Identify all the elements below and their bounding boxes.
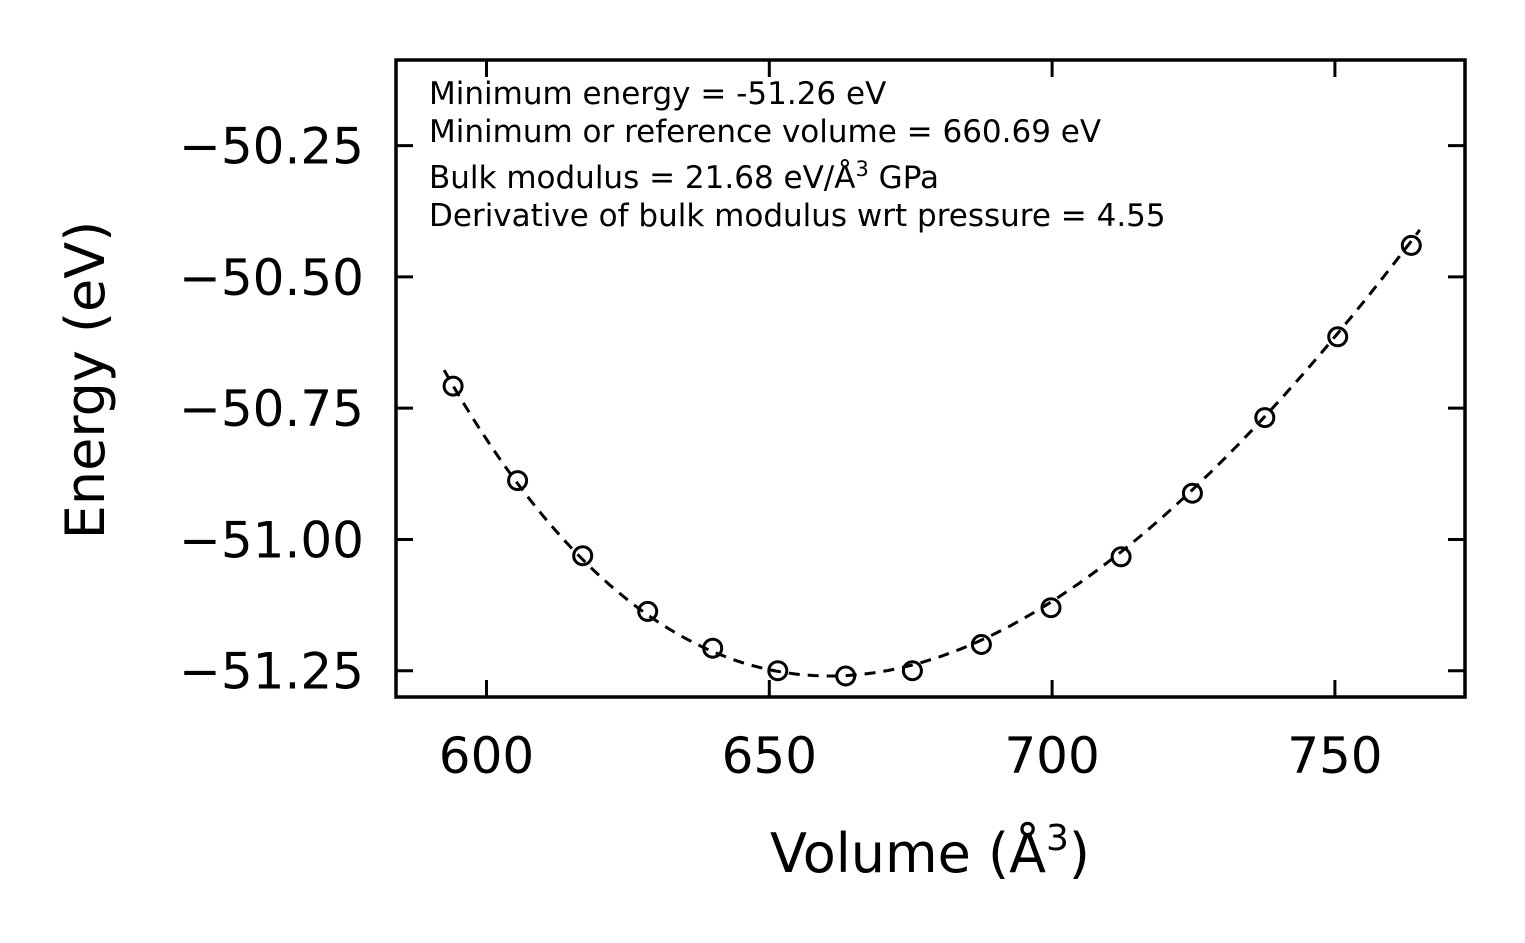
annotation-bulk-modulus: Bulk modulus = 21.68 eV/Å3 GPa xyxy=(429,157,939,196)
data-point xyxy=(1400,234,1422,256)
y-tick-label: −51.00 xyxy=(179,511,364,569)
ticks-layer xyxy=(396,60,1465,697)
data-point xyxy=(970,634,992,655)
x-axis-title-sup: 3 xyxy=(1046,818,1069,859)
data-point xyxy=(572,545,594,567)
data-point xyxy=(442,375,464,397)
x-axis-title: Volume (Å3) xyxy=(770,818,1090,885)
data-point xyxy=(901,660,923,682)
data-point xyxy=(767,660,789,682)
fit-curve-layer xyxy=(442,228,1421,678)
data-points-layer xyxy=(442,234,1422,687)
plot-frame xyxy=(394,58,1467,699)
x-tick-label: 750 xyxy=(1287,727,1382,785)
plot-area xyxy=(394,58,1467,699)
annotation-box: Minimum energy = -51.26 eV Minimum or re… xyxy=(429,76,1166,234)
data-point xyxy=(1254,407,1276,429)
y-tick-label: −50.50 xyxy=(179,249,364,307)
annotation-min-volume: Minimum or reference volume = 660.69 eV xyxy=(429,114,1101,150)
annotation-min-energy: Minimum energy = -51.26 eV xyxy=(429,76,886,112)
annotation-bulk-derivative: Derivative of bulk modulus wrt pressure … xyxy=(429,198,1166,234)
tick-labels-layer: 600 650 700 750 −50.25 −50.50 −50.75 −51.00 −51.… xyxy=(179,118,1383,785)
y-tick-label: −51.25 xyxy=(179,643,364,701)
data-point xyxy=(507,470,529,492)
data-point xyxy=(637,600,659,622)
data-point xyxy=(1040,597,1062,619)
y-tick-label: −50.25 xyxy=(179,118,364,176)
x-tick-label: 600 xyxy=(439,727,534,785)
x-tick-label: 650 xyxy=(722,727,817,785)
data-point xyxy=(1181,482,1203,504)
y-tick-label: −50.75 xyxy=(179,380,364,438)
y-axis-title: Energy (eV) xyxy=(54,221,117,540)
annotation-bulk-modulus-sup: 3 xyxy=(855,157,868,181)
data-point xyxy=(702,637,724,659)
x-tick-label: 700 xyxy=(1004,727,1099,785)
fit-curve xyxy=(442,228,1421,678)
data-point xyxy=(835,665,857,687)
data-point xyxy=(1110,546,1132,568)
data-point xyxy=(1327,326,1349,348)
